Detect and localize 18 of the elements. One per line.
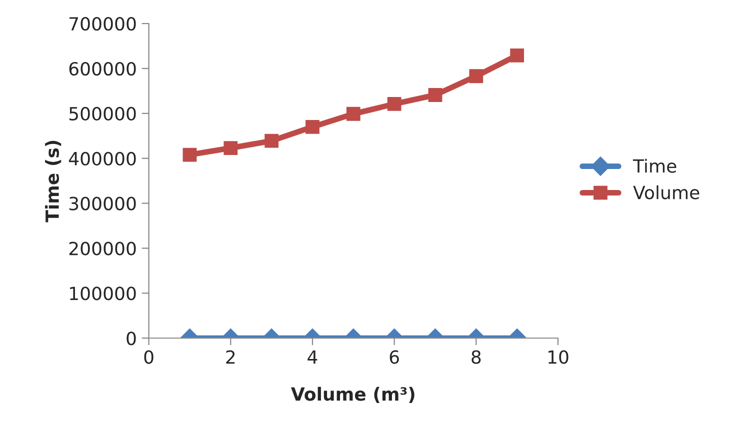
- x-tick-label: 2: [226, 350, 235, 364]
- x-axis-title: Volume (m³): [290, 386, 414, 403]
- y-axis-title: Time (s): [45, 140, 62, 222]
- x-tick-label: 6: [390, 350, 399, 364]
- x-tick-label: 0: [144, 350, 154, 364]
- y-tick-label: 0: [126, 332, 136, 346]
- y-tick-label: 300000: [69, 196, 136, 210]
- y-tick-label: 600000: [69, 62, 136, 76]
- legend-label: Time: [632, 158, 676, 173]
- y-tick-label: 200000: [69, 242, 136, 256]
- y-tick-label: 500000: [69, 106, 136, 121]
- y-tick-label: 100000: [70, 286, 136, 300]
- x-tick-label: 4: [308, 350, 318, 364]
- legend-label: Volume: [633, 185, 700, 200]
- x-tick-label: 10: [548, 350, 568, 364]
- y-tick-label: 400000: [68, 152, 136, 166]
- y-tick-label: 700000: [70, 17, 136, 31]
- x-tick-label: 8: [472, 350, 481, 364]
